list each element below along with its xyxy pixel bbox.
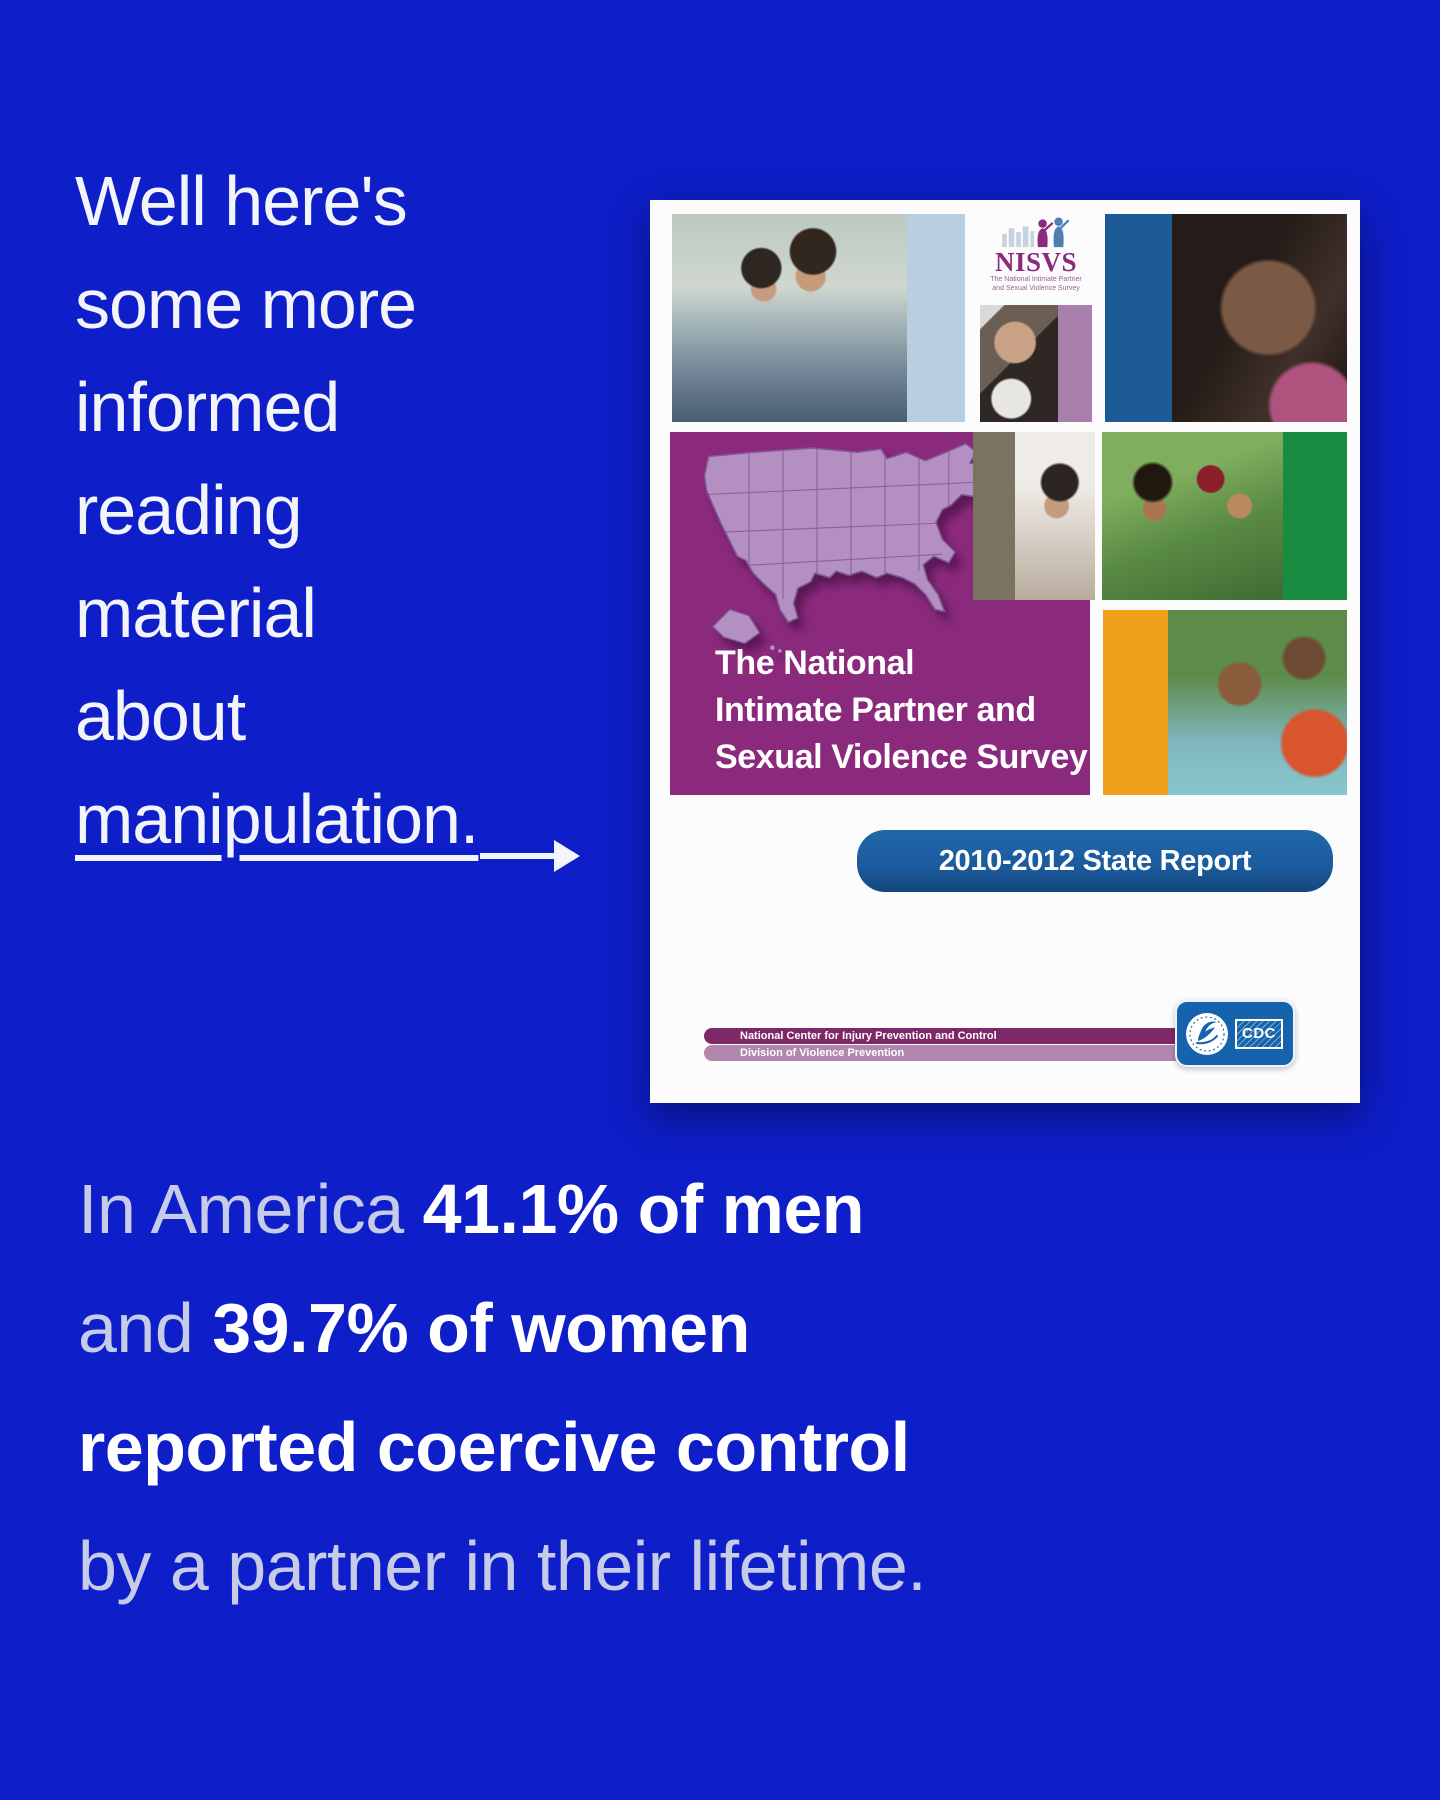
footer-strip-division: Division of Violence Prevention	[704, 1045, 1180, 1061]
cover-title-line: The National	[715, 644, 915, 682]
arrow-right-icon	[480, 839, 581, 875]
headline-underlined-word: manipulation.	[75, 780, 479, 858]
report-cover: NISVS The National Intimate Partner and …	[650, 200, 1360, 1103]
photo-family	[1168, 610, 1347, 795]
nisvs-figures-icon	[1002, 217, 1070, 248]
stat-segment: and	[78, 1289, 213, 1367]
hhs-seal-icon	[1186, 1012, 1228, 1055]
nisvs-wordmark: NISVS	[994, 247, 1078, 277]
stat-segment: reported coercive control	[78, 1408, 910, 1486]
cover-title-line: Intimate Partner and	[715, 691, 1036, 729]
headline: Well here's some more informed reading mater…	[75, 150, 581, 875]
us-map	[703, 442, 989, 656]
green-band	[1283, 432, 1347, 600]
photo-teens	[1102, 432, 1283, 600]
headline-line: material	[75, 574, 317, 652]
state-report-banner-label: 2010-2012 State Report	[938, 844, 1252, 877]
photo-older-woman	[980, 305, 1058, 422]
light-blue-band	[907, 214, 965, 422]
headline-line: about	[75, 677, 246, 755]
taupe-band	[973, 432, 1015, 600]
headline-lines: Well here's some more informed reading mater…	[75, 150, 580, 768]
photo-woman-face	[1172, 214, 1347, 422]
headline-line: reading	[75, 471, 303, 549]
stat-line: and 39.7% of women	[78, 1269, 926, 1388]
nisvs-tagline: The National Intimate Partner	[990, 276, 1082, 283]
nisvs-logo: NISVS The National Intimate Partner and …	[980, 214, 1092, 304]
headline-underlined-line: manipulation.	[75, 768, 581, 875]
footer-strip-injury-center: National Center for Injury Prevention an…	[704, 1028, 1180, 1044]
nisvs-tagline: and Sexual Violence Survey	[992, 284, 1080, 292]
cover-title: The National Intimate Partner and Sexual…	[715, 640, 1088, 781]
headline-line: some more	[75, 265, 417, 343]
headline-line: informed	[75, 368, 340, 446]
orange-band	[1103, 610, 1168, 795]
mauve-band	[1058, 305, 1092, 422]
photo-couple	[672, 214, 907, 422]
stat-line: reported coercive control	[78, 1388, 926, 1507]
stat-line: by a partner in their lifetime.	[78, 1507, 927, 1626]
cover-title-line: Sexual Violence Survey	[715, 738, 1088, 776]
stat-segment: 39.7% of women	[212, 1289, 750, 1367]
stat-segment: 41.1% of men	[422, 1170, 865, 1248]
cdc-logo: CDC	[1175, 1000, 1295, 1067]
dark-blue-band	[1105, 214, 1172, 422]
photo-thinking-man	[1015, 432, 1095, 600]
headline-line: Well here's	[75, 162, 408, 240]
cdc-wordmark: CDC	[1235, 1018, 1283, 1049]
stat-text: In America 41.1% of men and 39.7% of wome…	[78, 1150, 927, 1626]
stat-segment: In America	[78, 1170, 423, 1248]
stat-line: In America 41.1% of men	[78, 1150, 926, 1269]
stat-segment: by a partner in their lifetime.	[78, 1527, 927, 1605]
state-report-banner: 2010-2012 State Report	[857, 830, 1333, 892]
